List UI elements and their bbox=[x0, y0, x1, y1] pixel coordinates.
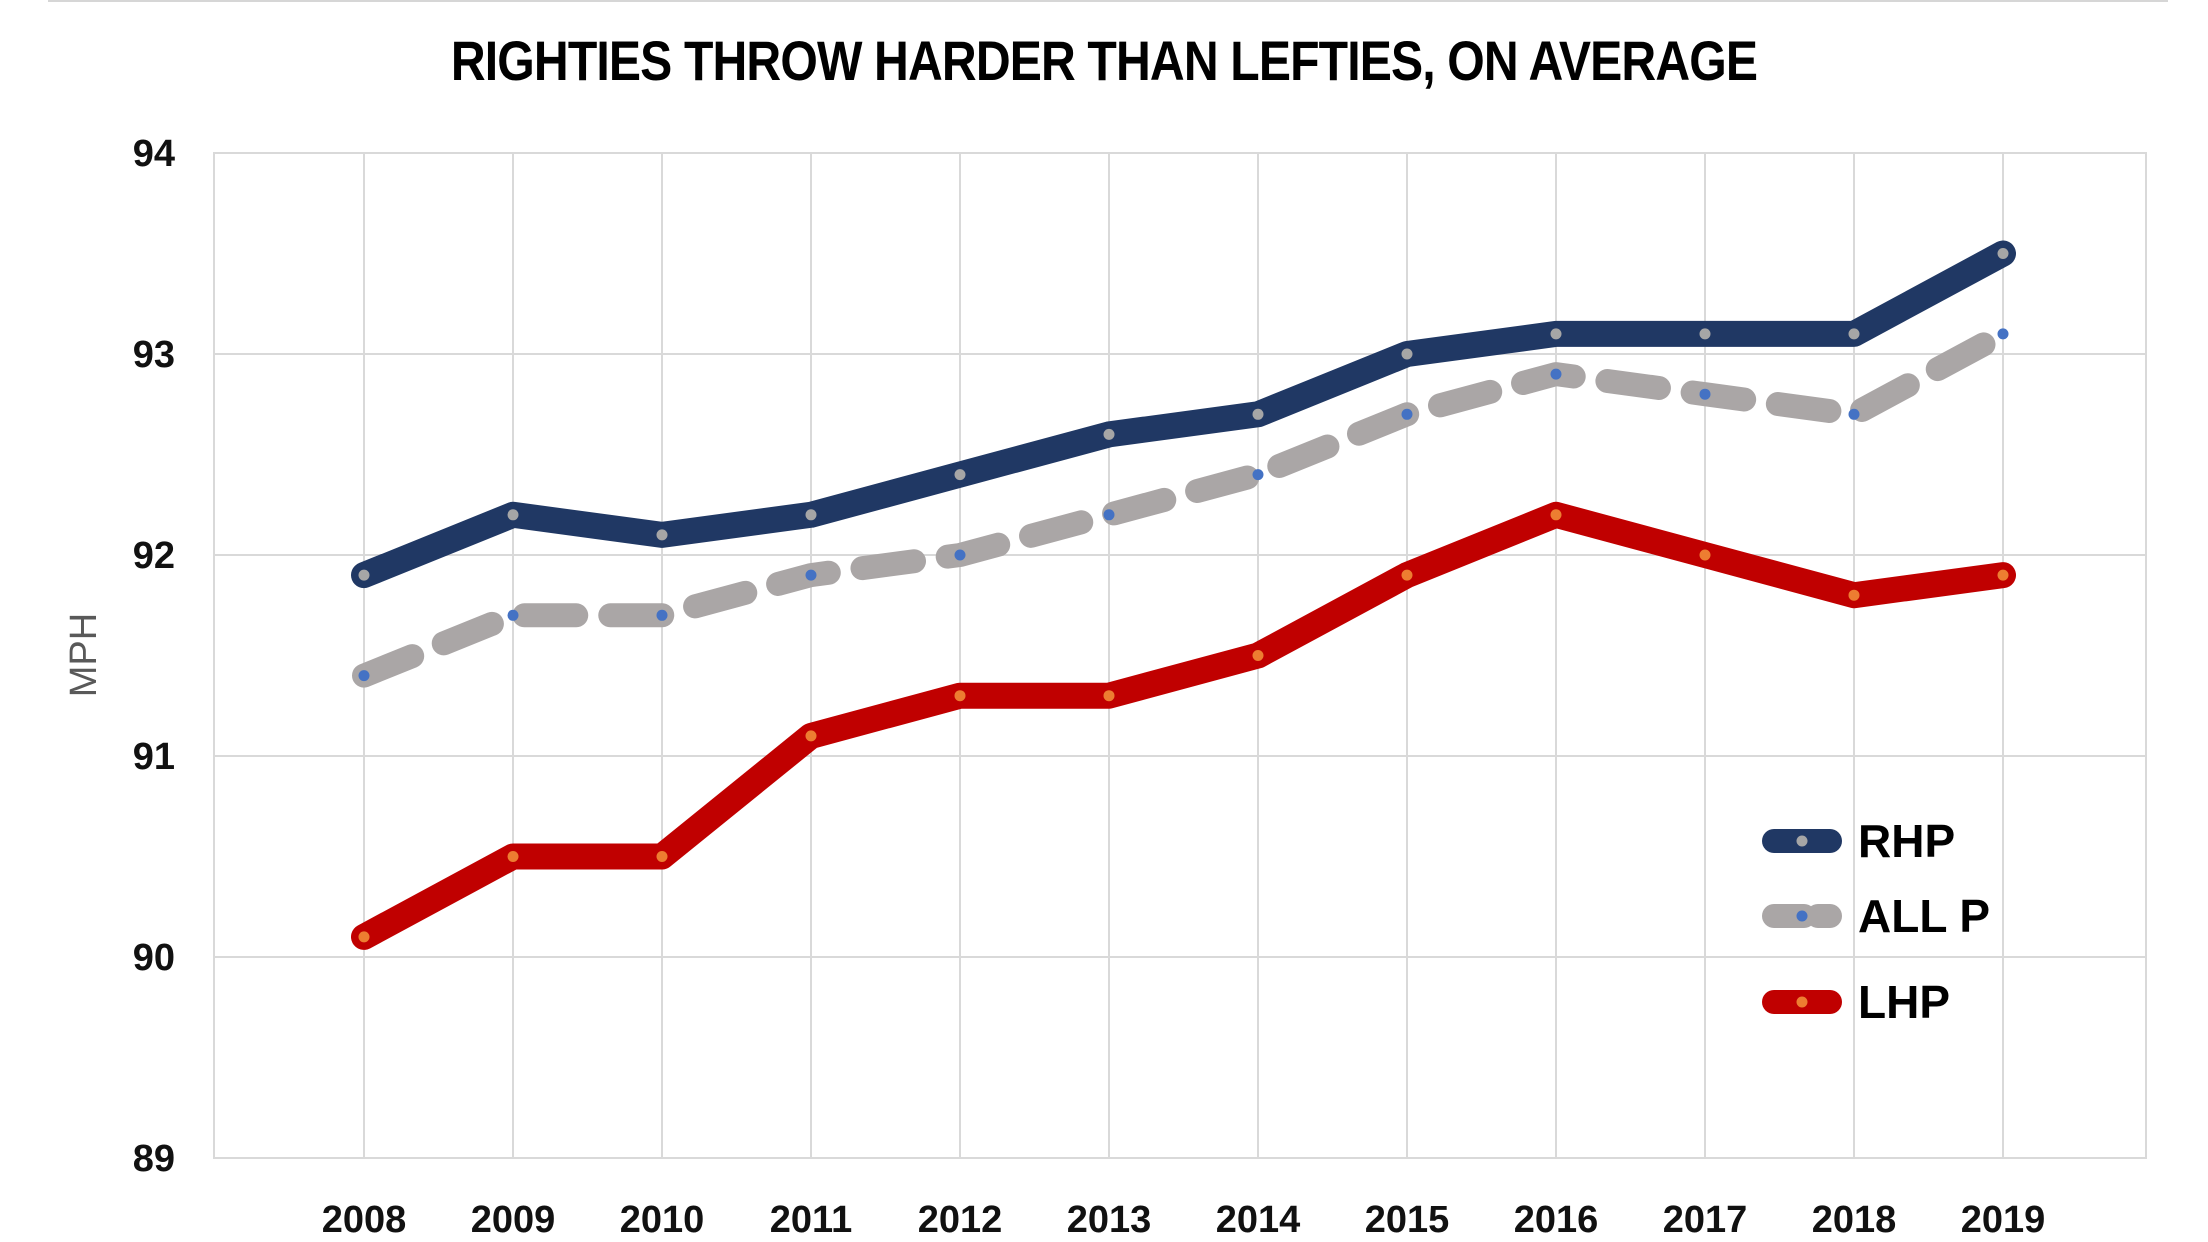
data-point-all-p bbox=[656, 609, 668, 621]
y-tick-label: 90 bbox=[133, 937, 175, 979]
legend-label-all-p: ALL P bbox=[1858, 890, 1990, 942]
data-point-lhp bbox=[656, 851, 668, 862]
data-point-lhp bbox=[1699, 549, 1711, 561]
data-point-rhp bbox=[1848, 328, 1860, 340]
x-tick-label: 2018 bbox=[1812, 1199, 1897, 1241]
legend-label-lhp: LHP bbox=[1858, 976, 1950, 1028]
data-point-lhp bbox=[1252, 650, 1264, 661]
data-point-all-p bbox=[954, 549, 966, 561]
data-point-lhp bbox=[1997, 569, 2009, 581]
x-tick-label: 2015 bbox=[1365, 1199, 1450, 1241]
x-tick-label: 2012 bbox=[918, 1199, 1003, 1241]
top-border bbox=[48, 0, 2168, 2]
data-point-lhp bbox=[507, 851, 519, 862]
data-point-all-p bbox=[1401, 408, 1413, 420]
legend-marker-rhp bbox=[1796, 835, 1808, 847]
x-tick-label: 2008 bbox=[322, 1199, 407, 1241]
x-tick-label: 2011 bbox=[770, 1199, 852, 1241]
data-point-rhp bbox=[1997, 248, 2009, 259]
y-axis-title: MPH bbox=[63, 613, 105, 697]
data-point-all-p bbox=[358, 670, 370, 682]
legend-marker-lhp bbox=[1796, 996, 1808, 1008]
data-point-rhp bbox=[954, 469, 966, 481]
data-point-lhp bbox=[1550, 509, 1562, 521]
data-point-lhp bbox=[1103, 690, 1115, 702]
x-tick-label: 2016 bbox=[1514, 1199, 1599, 1241]
data-point-rhp bbox=[1699, 328, 1711, 340]
chart-title: RIGHTIES THROW HARDER THAN LEFTIES, ON A… bbox=[450, 29, 1758, 92]
data-point-lhp bbox=[1401, 569, 1413, 581]
y-tick-label: 94 bbox=[133, 133, 175, 175]
data-point-rhp bbox=[656, 529, 668, 541]
series-lhp bbox=[351, 501, 2016, 950]
data-point-rhp bbox=[805, 509, 817, 521]
series-line-rhp bbox=[351, 240, 2016, 589]
data-point-all-p bbox=[507, 609, 519, 621]
y-tick-label: 89 bbox=[133, 1138, 175, 1180]
data-point-rhp bbox=[1252, 408, 1264, 420]
series-all-p bbox=[352, 321, 2015, 688]
data-point-all-p bbox=[1699, 388, 1711, 400]
x-axis: 2008 2009 2010 2011 2012 2013 2014 2015 2016 2017… bbox=[322, 1199, 2046, 1241]
data-point-all-p bbox=[1550, 368, 1562, 380]
y-tick-label: 93 bbox=[133, 334, 175, 376]
data-point-lhp bbox=[1848, 589, 1860, 601]
data-point-lhp bbox=[805, 730, 817, 742]
data-point-rhp bbox=[1401, 348, 1413, 360]
data-point-all-p bbox=[1848, 408, 1860, 420]
series-group bbox=[351, 240, 2016, 950]
series-rhp bbox=[351, 240, 2016, 589]
y-tick-label: 92 bbox=[133, 535, 175, 577]
x-tick-label: 2019 bbox=[1961, 1199, 2046, 1241]
data-point-all-p bbox=[1997, 328, 2009, 340]
data-point-rhp bbox=[358, 569, 370, 581]
legend-item-all-p: ALL P bbox=[1762, 890, 1990, 942]
series-line-all-p bbox=[352, 321, 2015, 688]
data-point-rhp bbox=[1550, 328, 1562, 340]
y-tick-label: 91 bbox=[133, 736, 175, 778]
data-point-all-p bbox=[1103, 509, 1115, 521]
y-axis: 89 90 91 92 93 94 bbox=[133, 133, 175, 1180]
legend: RHP ALL P LHP bbox=[1762, 815, 1990, 1028]
x-tick-label: 2017 bbox=[1663, 1199, 1748, 1241]
data-point-all-p bbox=[1252, 469, 1264, 481]
x-tick-label: 2010 bbox=[620, 1199, 705, 1241]
x-tick-label: 2014 bbox=[1216, 1199, 1301, 1241]
plot-area bbox=[213, 152, 2147, 1159]
data-point-lhp bbox=[954, 690, 966, 702]
data-point-all-p bbox=[805, 569, 817, 581]
data-point-rhp bbox=[1103, 428, 1115, 440]
legend-item-lhp: LHP bbox=[1762, 976, 1950, 1028]
x-tick-label: 2009 bbox=[471, 1199, 556, 1241]
legend-label-rhp: RHP bbox=[1858, 815, 1955, 867]
legend-item-rhp: RHP bbox=[1762, 815, 1955, 867]
legend-marker-all-p bbox=[1796, 910, 1808, 922]
x-tick-label: 2013 bbox=[1067, 1199, 1152, 1241]
gridlines bbox=[214, 152, 2146, 1159]
series-line-lhp bbox=[351, 501, 2016, 950]
data-point-rhp bbox=[507, 509, 519, 521]
data-point-lhp bbox=[358, 931, 370, 943]
